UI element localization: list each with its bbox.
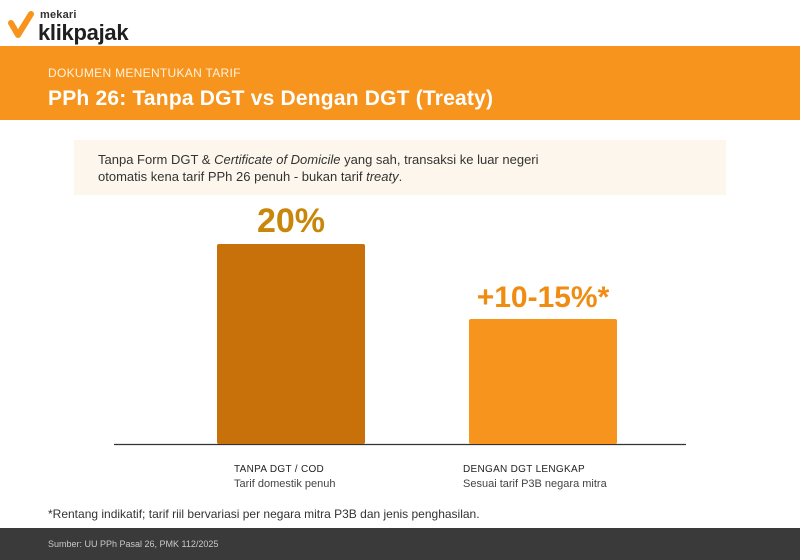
category-subtitle: Tarif domestik penuh	[234, 478, 336, 490]
footnote: *Rentang indikatif; tarif riil bervarias…	[48, 507, 480, 521]
brand-logo: mekari klikpajak	[8, 6, 168, 45]
brand-parent-name: mekari	[40, 9, 77, 21]
callout-text-emphasis: treaty	[366, 169, 399, 184]
category-subtitle: Sesuai tarif P3B negara mitra	[463, 478, 607, 490]
category-label-2: DENGAN DGT LENGKAP Sesuai tarif P3B nega…	[463, 462, 607, 492]
source-text: Sumber: UU PPh Pasal 26, PMK 112/2025	[48, 539, 219, 549]
header-banner: DOKUMEN MENENTUKAN TARIF PPh 26: Tanpa D…	[0, 46, 800, 120]
callout-text: Tanpa Form DGT & Certificate of Domicile…	[98, 151, 568, 185]
bar-value-label-2: +10-15%*	[477, 281, 610, 314]
brand-name: klikpajak	[38, 20, 129, 45]
callout-text-part: .	[398, 169, 403, 184]
callout-box: Tanpa Form DGT & Certificate of Domicile…	[74, 140, 726, 195]
category-label-1: TANPA DGT / COD Tarif domestik penuh	[234, 462, 336, 492]
category-name: DENGAN DGT LENGKAP	[463, 464, 585, 475]
source-bar: Sumber: UU PPh Pasal 26, PMK 112/2025	[0, 528, 800, 560]
bar-1	[217, 244, 365, 444]
callout-text-part: yang sah, transaksi ke luar negeri otoma…	[98, 152, 539, 184]
callout-text-emphasis: Certificate of Domicile	[214, 152, 341, 167]
category-name: TANPA DGT / COD	[234, 464, 325, 475]
bar-value-label-1: 20%	[257, 202, 325, 240]
banner-kicker: DOKUMEN MENENTUKAN TARIF	[48, 66, 241, 80]
callout-text-part: Tanpa Form DGT &	[98, 152, 215, 167]
bar-2	[469, 319, 617, 444]
page-title: PPh 26: Tanpa DGT vs Dengan DGT (Treaty)	[48, 87, 494, 110]
checkmark-logo-icon	[8, 11, 34, 38]
